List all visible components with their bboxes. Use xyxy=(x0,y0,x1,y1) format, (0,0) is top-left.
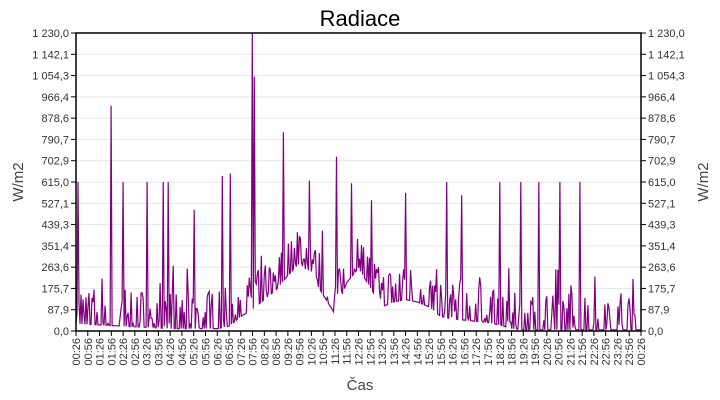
y-tick-label-left: 1 054,3 xyxy=(32,71,69,83)
x-tick-label: 18:26 xyxy=(495,338,507,366)
x-tick-label: 01:56 xyxy=(106,338,118,366)
y-tick-label-left: 1 142,1 xyxy=(32,49,69,61)
y-tick-label-right: 0,0 xyxy=(648,326,663,338)
y-tick-label-left: 966,4 xyxy=(41,92,69,104)
x-tick-label: 15:56 xyxy=(436,338,448,366)
x-tick-label: 17:26 xyxy=(471,338,483,366)
x-tick-label: 06:56 xyxy=(224,338,236,366)
y-axis-left: 0,0 87,9 175,7 263,6 351,4 439,3 527,1 615,0 702… xyxy=(32,28,76,338)
x-tick-label: 04:26 xyxy=(165,338,177,366)
x-axis: 00:26 00:56 01:26 01:56 02:26 02:56 03:26 03:56… xyxy=(71,331,648,366)
x-tick-label: 21:56 xyxy=(577,338,589,366)
y-tick-label-left: 351,4 xyxy=(41,241,69,253)
y-tick-label-left: 878,6 xyxy=(41,113,69,125)
y-tick-label-left: 1 230,0 xyxy=(32,28,69,40)
y-axis-right: 0,0 87,9 175,7 263,6 351,4 439,3 527,1 615,0 702… xyxy=(641,28,685,338)
x-tick-label: 00:26 xyxy=(636,338,648,366)
x-tick-label: 05:56 xyxy=(200,338,212,366)
x-tick-label: 12:56 xyxy=(365,338,377,366)
y-tick-label-left: 702,9 xyxy=(41,156,69,168)
x-tick-label: 14:26 xyxy=(401,338,413,366)
y-tick-label-right: 351,4 xyxy=(648,241,676,253)
x-tick-label: 13:26 xyxy=(377,338,389,366)
x-tick-label: 20:26 xyxy=(542,338,554,366)
x-tick-label: 18:56 xyxy=(507,338,519,366)
y-tick-label-left: 175,7 xyxy=(41,283,69,295)
x-tick-label: 08:56 xyxy=(271,338,283,366)
x-tick-label: 05:26 xyxy=(189,338,201,366)
x-tick-label: 15:26 xyxy=(424,338,436,366)
y-tick-label-left: 87,9 xyxy=(48,305,69,317)
x-tick-label: 22:56 xyxy=(601,338,613,366)
y-tick-label-right: 439,3 xyxy=(648,220,676,232)
y-tick-label-right: 702,9 xyxy=(648,156,676,168)
x-tick-label: 04:56 xyxy=(177,338,189,366)
y-axis-label-left: W/m2 xyxy=(10,162,27,201)
y-tick-label-right: 1 142,1 xyxy=(648,49,685,61)
y-tick-label-right: 615,0 xyxy=(648,177,676,189)
x-tick-label: 23:26 xyxy=(612,338,624,366)
y-tick-label-right: 175,7 xyxy=(648,283,676,295)
y-tick-label-right: 263,6 xyxy=(648,262,676,274)
x-tick-label: 12:26 xyxy=(354,338,366,366)
x-tick-label: 10:26 xyxy=(306,338,318,366)
y-tick-label-left: 0,0 xyxy=(54,326,69,338)
y-tick-label-right: 966,4 xyxy=(648,92,676,104)
x-tick-label: 14:56 xyxy=(412,338,424,366)
y-tick-label-right: 790,7 xyxy=(648,134,676,146)
y-tick-label-left: 527,1 xyxy=(41,198,69,210)
x-axis-label: Čas xyxy=(347,377,374,394)
x-tick-label: 19:56 xyxy=(530,338,542,366)
x-tick-label: 11:56 xyxy=(342,338,354,365)
x-tick-label: 02:26 xyxy=(118,338,130,366)
radiation-series xyxy=(75,32,641,331)
x-tick-label: 22:26 xyxy=(589,338,601,366)
x-tick-label: 23:56 xyxy=(624,338,636,366)
x-tick-label: 02:56 xyxy=(130,338,142,366)
x-tick-label: 00:56 xyxy=(83,338,95,366)
y-tick-label-left: 263,6 xyxy=(41,262,69,274)
x-tick-label: 11:26 xyxy=(330,338,342,365)
x-tick-label: 01:26 xyxy=(95,338,107,366)
y-tick-label-left: 790,7 xyxy=(41,134,69,146)
y-tick-label-left: 615,0 xyxy=(41,177,69,189)
x-tick-label: 06:26 xyxy=(212,338,224,366)
chart-title: Radiace xyxy=(320,6,401,31)
x-tick-label: 10:56 xyxy=(318,338,330,366)
y-tick-label-right: 1 054,3 xyxy=(648,71,685,83)
x-tick-label: 09:26 xyxy=(283,338,295,366)
y-tick-label-left: 439,3 xyxy=(41,220,69,232)
x-tick-label: 03:56 xyxy=(153,338,165,366)
y-tick-label-right: 878,6 xyxy=(648,113,676,125)
radiation-line xyxy=(75,32,641,331)
x-tick-label: 08:26 xyxy=(259,338,271,366)
x-tick-label: 00:26 xyxy=(71,338,83,366)
x-tick-label: 19:26 xyxy=(518,338,530,366)
x-tick-label: 17:56 xyxy=(483,338,495,366)
y-tick-label-right: 87,9 xyxy=(648,305,669,317)
x-tick-label: 09:56 xyxy=(295,338,307,366)
x-tick-label: 16:26 xyxy=(448,338,460,366)
x-tick-label: 13:56 xyxy=(389,338,401,366)
x-tick-label: 21:26 xyxy=(565,338,577,366)
y-tick-label-right: 527,1 xyxy=(648,198,676,210)
x-tick-label: 07:56 xyxy=(248,338,260,366)
x-tick-label: 20:56 xyxy=(554,338,566,366)
x-tick-label: 03:26 xyxy=(142,338,154,366)
x-tick-label: 07:26 xyxy=(236,338,248,366)
y-tick-label-right: 1 230,0 xyxy=(648,28,685,40)
y-axis-label-right: W/m2 xyxy=(695,162,712,201)
x-tick-label: 16:56 xyxy=(459,338,471,366)
